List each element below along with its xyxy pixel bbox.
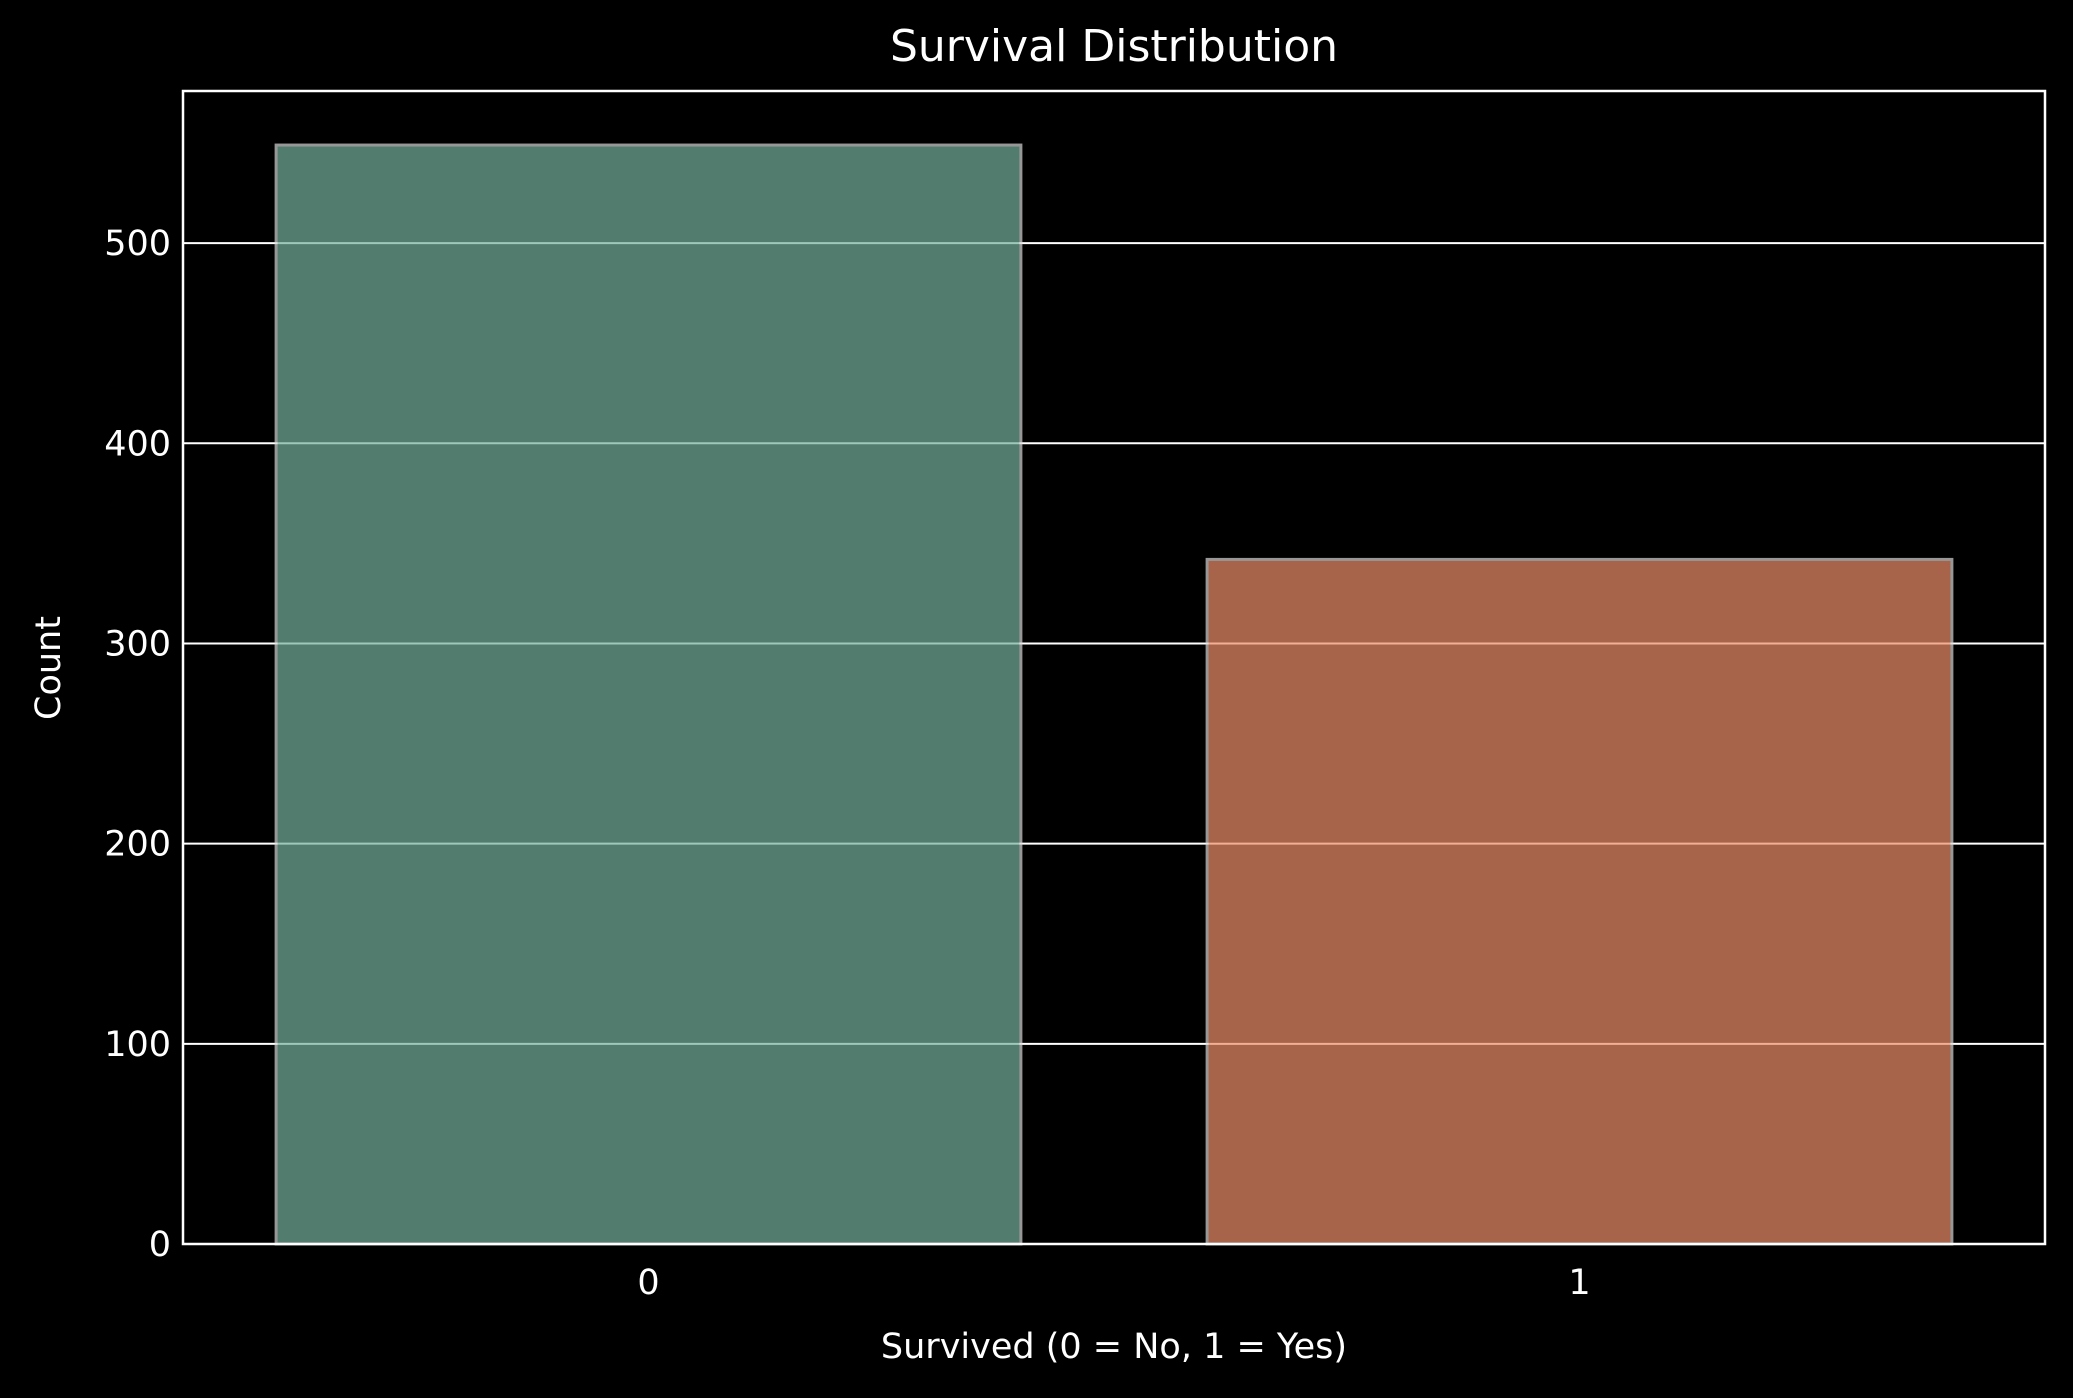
bar-0 (274, 143, 1023, 1246)
y-axis-label: Count (29, 616, 69, 720)
y-tick-label: 300 (104, 624, 171, 664)
chart-title: Survival Distribution (890, 21, 1338, 72)
y-tick-label: 500 (104, 224, 171, 264)
plot-frame (181, 89, 2047, 1246)
x-tick-label: 0 (637, 1263, 659, 1303)
y-tick-label: 0 (149, 1225, 171, 1265)
x-axis-label: Survived (0 = No, 1 = Yes) (881, 1327, 1347, 1367)
y-tick-label: 200 (104, 825, 171, 865)
y-tick-label: 400 (104, 424, 171, 464)
y-tick-labels: 0 100 200 300 400 500 (104, 224, 171, 1265)
y-tick-label: 100 (104, 1025, 171, 1065)
bar-1 (1205, 557, 1954, 1246)
bar-layer (274, 143, 1954, 1246)
x-tick-label: 1 (1568, 1263, 1590, 1303)
